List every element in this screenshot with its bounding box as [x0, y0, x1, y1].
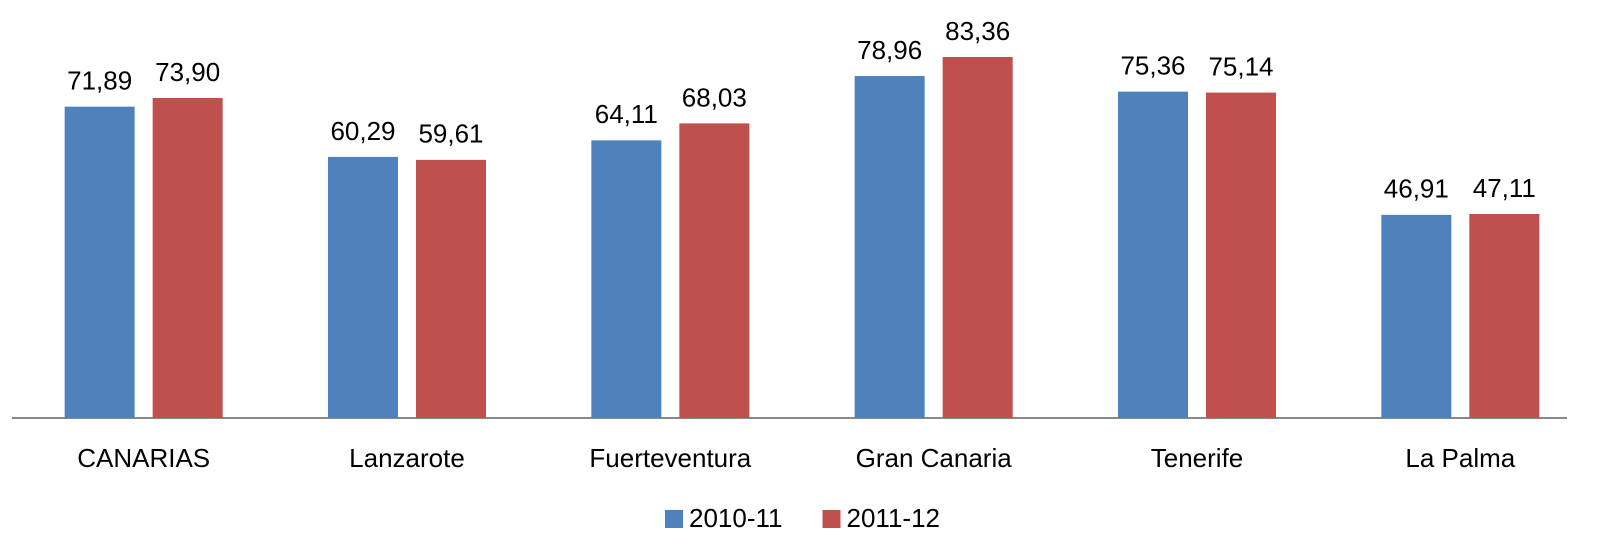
data-label: 71,89 — [67, 66, 132, 96]
x-tick-label: Gran Canaria — [856, 443, 1013, 473]
bar — [328, 156, 398, 418]
data-label: 78,96 — [857, 35, 922, 65]
bar — [1206, 92, 1276, 418]
bar — [416, 159, 486, 418]
data-label: 64,11 — [595, 99, 658, 129]
bar — [679, 123, 750, 419]
data-label: 75,36 — [1120, 51, 1185, 81]
legend-swatch — [665, 510, 683, 528]
bar — [591, 140, 662, 418]
legend-swatch — [822, 510, 841, 528]
legend-label: 2010-11 — [689, 503, 783, 533]
bar — [1469, 213, 1540, 418]
bar — [854, 76, 925, 419]
bar — [152, 97, 223, 418]
x-tick-label: Tenerife — [1151, 443, 1244, 473]
x-tick-label: Lanzarote — [349, 443, 465, 473]
data-label: 73,90 — [155, 57, 220, 87]
data-label: 60,29 — [330, 116, 395, 146]
x-tick-label: Fuerteventura — [589, 443, 751, 473]
data-label: 59,61 — [418, 119, 483, 149]
bar — [64, 106, 135, 418]
bar — [942, 57, 1013, 418]
bar — [1381, 214, 1452, 418]
data-label: 46,91 — [1384, 174, 1449, 204]
legend-label: 2011-12 — [847, 503, 941, 533]
data-label: 47,11 — [1473, 173, 1536, 203]
x-tick-label: La Palma — [1405, 443, 1515, 473]
data-label: 75,14 — [1208, 51, 1273, 81]
bar — [1118, 91, 1188, 419]
data-label: 83,36 — [945, 16, 1010, 46]
data-label: 68,03 — [682, 82, 747, 112]
x-tick-label: CANARIAS — [77, 443, 210, 473]
